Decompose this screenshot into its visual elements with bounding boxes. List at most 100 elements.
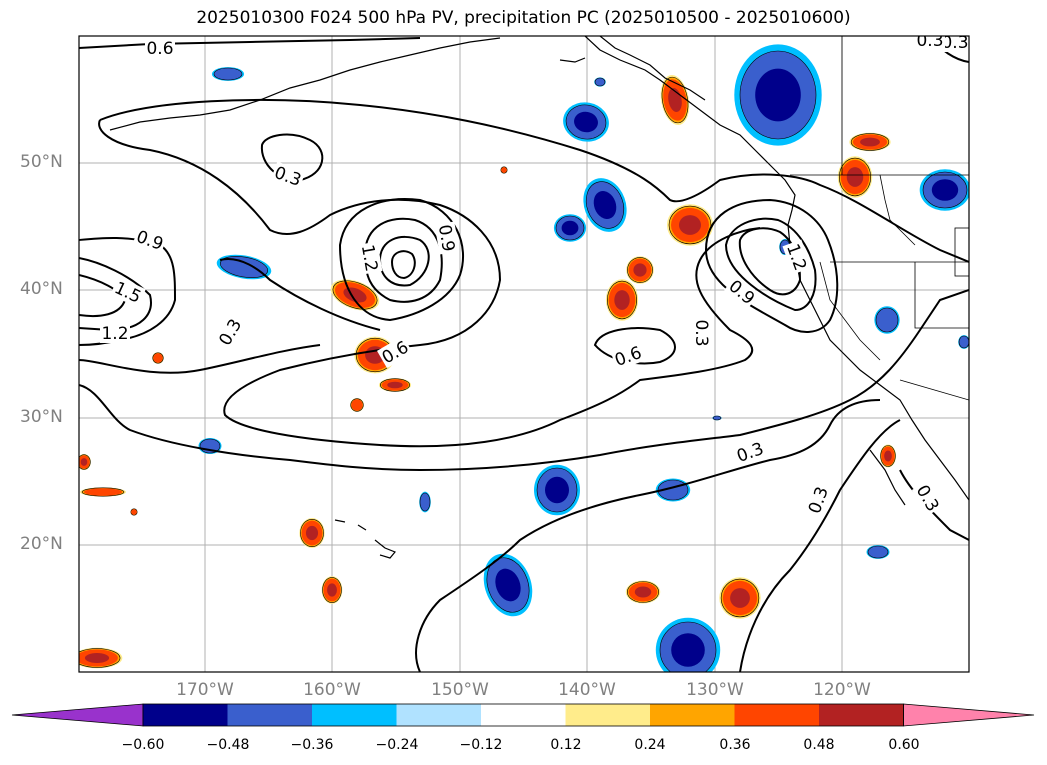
contour-label-bg xyxy=(434,221,460,255)
colorbar xyxy=(11,703,1035,727)
contour-labels: 0.60.30.91.51.2 0.31.20.90.60.60.30.91.20… xyxy=(100,31,969,518)
positive-precip-anomaly xyxy=(152,352,164,364)
colorbar-tick-label: −0.60 xyxy=(121,737,165,753)
negative-precip-anomaly xyxy=(211,67,245,81)
contour-label-bg xyxy=(357,241,383,275)
coastline xyxy=(109,36,969,559)
contour-label-bg xyxy=(692,318,712,348)
positive-precip-anomaly xyxy=(79,453,91,471)
negative-precip-anomaly xyxy=(919,169,969,211)
colorbar-segment xyxy=(734,704,819,726)
contour-label-bg xyxy=(803,482,833,518)
contour-label: 0.3 xyxy=(215,316,246,349)
contour-label-bg xyxy=(377,335,413,369)
negative-precip-anomaly xyxy=(594,77,606,87)
colorbar-tick-label: 0.48 xyxy=(803,737,835,753)
positive-precip-anomaly xyxy=(330,279,380,311)
contour-label-bg xyxy=(940,36,969,52)
contour-label-bg xyxy=(610,341,646,371)
map-title: 2025010300 F024 500 hPa PV, precipitatio… xyxy=(196,8,851,28)
colorbar-segment xyxy=(565,704,650,726)
contour-label: 0.3 xyxy=(941,33,968,53)
lon-label-150w: 150°W xyxy=(431,680,489,700)
contour-label: 0.9 xyxy=(725,276,759,309)
negative-precip-anomaly xyxy=(216,254,272,280)
contour-label-bg xyxy=(110,276,146,308)
negative-precip-anomaly xyxy=(712,415,722,421)
gridlines xyxy=(79,36,969,672)
lon-label-120w: 120°W xyxy=(813,680,871,700)
negative-precip-anomaly xyxy=(583,178,627,232)
colorbar-tick-label: −0.12 xyxy=(459,737,503,753)
positive-precip-anomaly xyxy=(321,576,343,604)
lon-label-130w: 130°W xyxy=(686,680,744,700)
colorbar-tick-label: −0.48 xyxy=(206,737,250,753)
colorbar-tick-label: 0.24 xyxy=(634,737,666,753)
colorbar-segment xyxy=(143,704,228,726)
positive-precip-anomaly xyxy=(625,580,661,604)
lat-label-50n: 50°N xyxy=(20,152,63,172)
map-frame xyxy=(78,35,970,673)
positive-precip-anomaly xyxy=(879,444,897,468)
negative-precip-anomaly xyxy=(734,44,822,146)
lon-label-160w: 160°W xyxy=(303,680,361,700)
colorbar-tick-label: 0.60 xyxy=(888,737,920,753)
positive-precip-anomaly xyxy=(378,378,412,392)
contour-label: 0.3 xyxy=(691,319,711,346)
lat-label-20n: 20°N xyxy=(20,534,63,554)
negative-precip-anomaly xyxy=(958,335,969,349)
contour-label-bg xyxy=(213,314,247,350)
contour-label: 0.3 xyxy=(916,31,943,51)
contour-label: 1.2 xyxy=(357,243,381,273)
positive-precip-anomaly xyxy=(660,74,690,126)
colorbar-frame xyxy=(142,703,904,727)
contour-label-bg xyxy=(782,239,812,275)
colorbar-segment xyxy=(396,704,481,726)
colorbar-extend-high xyxy=(903,703,1035,727)
negative-precip-anomaly xyxy=(534,464,580,516)
lon-label-170w: 170°W xyxy=(176,680,234,700)
positive-precip-anomaly xyxy=(719,577,761,619)
colorbar-tick-label: −0.24 xyxy=(375,737,419,753)
lat-label-30n: 30°N xyxy=(20,407,63,427)
contour-label-bg xyxy=(911,480,945,516)
colorbar-segment xyxy=(650,704,735,726)
colorbar-segment xyxy=(481,704,566,726)
positive-precip-anomaly xyxy=(299,518,325,548)
negative-precip-anomaly xyxy=(419,491,431,513)
positive-precip-anomaly xyxy=(605,279,639,321)
negative-precip-anomaly xyxy=(553,214,587,242)
colorbar-tick-label: 0.36 xyxy=(719,737,751,753)
negative-precip-anomaly xyxy=(563,102,609,142)
contour-label: 0.3 xyxy=(912,482,943,515)
colorbar-extend-low xyxy=(11,703,144,727)
positive-precip-anomaly xyxy=(667,204,713,246)
political-borders xyxy=(790,36,969,401)
positive-precip-anomaly xyxy=(80,487,126,497)
contour-label-bg xyxy=(732,437,768,467)
positive-precip-anomaly xyxy=(130,508,138,516)
colorbar-tick-label: 0.12 xyxy=(550,737,582,753)
colorbar-segment xyxy=(227,704,312,726)
positive-precip-anomaly xyxy=(350,398,364,412)
contour-label-bg xyxy=(915,36,945,50)
colorbar-tick-label: −0.36 xyxy=(290,737,334,753)
positive-precip-anomaly xyxy=(500,166,508,174)
contour-label-bg xyxy=(100,323,130,343)
colorbar-segment xyxy=(819,704,904,726)
colorbar-segment xyxy=(312,704,397,726)
contour-label-bg xyxy=(724,274,760,310)
positive-precip-anomaly xyxy=(837,156,873,198)
lon-label-140w: 140°W xyxy=(558,680,616,700)
contour-label-bg xyxy=(132,225,168,255)
contour-label-bg xyxy=(145,38,175,58)
contour-label: 1.2 xyxy=(101,324,128,344)
positive-precip-anomaly xyxy=(626,256,654,284)
contour-label: 0.9 xyxy=(434,223,458,253)
positive-precip-anomaly xyxy=(79,647,123,669)
contour-label-bg xyxy=(270,161,306,191)
lat-label-40n: 40°N xyxy=(20,279,63,299)
contour-label: 0.6 xyxy=(146,39,173,59)
precipitation-anomaly-areas xyxy=(79,44,969,672)
